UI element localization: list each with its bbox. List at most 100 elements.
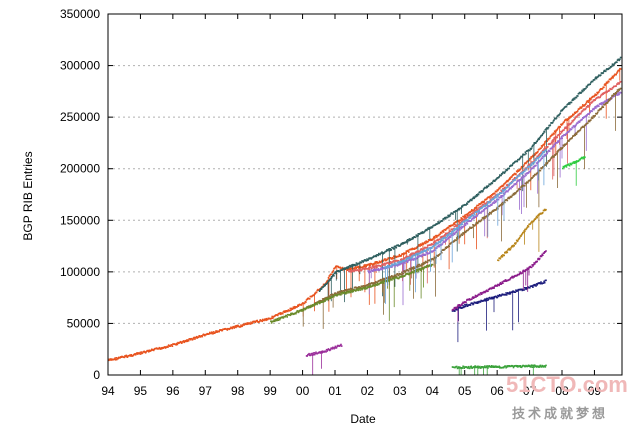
data-point (226, 329, 229, 331)
data-point (559, 112, 562, 114)
data-point (582, 117, 585, 119)
data-point (399, 244, 402, 246)
data-point (279, 312, 282, 314)
data-point (466, 203, 469, 205)
data-point (492, 210, 495, 212)
data-point (308, 298, 311, 300)
y-tick-label: 350000 (60, 7, 100, 21)
data-point (398, 277, 400, 280)
data-point (365, 260, 368, 262)
data-point (245, 323, 248, 326)
data-point (355, 288, 358, 290)
data-point (157, 347, 160, 350)
data-point (472, 196, 475, 198)
data-point (519, 271, 522, 273)
data-point (612, 94, 614, 97)
data-point (285, 311, 287, 313)
data-point (524, 287, 527, 289)
data-point (504, 294, 507, 296)
data-point (335, 346, 338, 349)
data-point (193, 336, 195, 339)
data-point (502, 184, 505, 186)
data-point (164, 347, 167, 349)
data-point (444, 229, 447, 231)
data-point (459, 306, 462, 308)
data-point (201, 335, 204, 338)
data-point (232, 325, 235, 328)
data-point (486, 207, 489, 209)
data-point (602, 72, 605, 74)
data-point (273, 319, 275, 322)
data-point (265, 317, 268, 320)
data-point (539, 136, 542, 138)
data-point (386, 258, 389, 261)
data-point (301, 310, 303, 312)
data-point (310, 304, 312, 307)
data-point (249, 323, 252, 325)
data-point (123, 356, 126, 359)
data-point (494, 195, 497, 198)
data-point (309, 354, 312, 357)
data-point (126, 356, 129, 358)
series-6 (383, 149, 547, 304)
data-point (519, 365, 522, 367)
data-point (411, 248, 413, 251)
y-tick-label: 50000 (67, 316, 101, 330)
data-point (426, 264, 429, 267)
data-point (124, 355, 127, 358)
data-point (510, 245, 513, 248)
data-point (516, 365, 519, 367)
data-point (586, 86, 588, 88)
data-point (323, 300, 325, 303)
data-point (591, 100, 594, 103)
data-point (588, 113, 590, 115)
data-point (567, 118, 570, 121)
data-point (568, 164, 571, 167)
data-point (271, 315, 273, 318)
data-point (434, 224, 437, 226)
data-point (396, 265, 399, 267)
data-point (500, 174, 502, 177)
data-point (374, 282, 376, 284)
data-point (502, 185, 504, 188)
data-point (421, 255, 423, 258)
data-point (593, 107, 596, 109)
data-point (459, 229, 461, 231)
data-point (473, 197, 476, 200)
data-point (535, 142, 537, 144)
data-point (502, 203, 505, 205)
data-point (613, 75, 615, 77)
data-point (492, 287, 494, 289)
data-point (415, 252, 418, 254)
data-point (488, 213, 490, 216)
data-point (565, 166, 568, 168)
data-point (421, 267, 423, 270)
data-point (512, 290, 515, 292)
data-point (516, 160, 519, 163)
data-point (404, 256, 407, 259)
data-point (441, 243, 444, 245)
data-point (559, 149, 562, 151)
x-axis-label: Date (350, 412, 376, 426)
data-point (578, 107, 581, 110)
data-point (563, 129, 565, 131)
data-point (531, 155, 533, 158)
data-point (515, 173, 517, 175)
data-point (389, 257, 392, 259)
data-point (457, 208, 459, 211)
data-point (430, 244, 432, 246)
data-point (600, 108, 602, 111)
data-point (378, 269, 381, 271)
data-point (542, 149, 545, 152)
data-point (483, 209, 485, 211)
data-point (113, 358, 116, 360)
data-point (369, 266, 372, 268)
data-point (411, 238, 413, 240)
data-point (278, 317, 280, 319)
data-point (340, 345, 343, 347)
data-point (580, 127, 582, 130)
data-point (519, 168, 522, 171)
data-point (418, 263, 421, 266)
data-point (412, 237, 414, 240)
data-point (544, 155, 547, 157)
